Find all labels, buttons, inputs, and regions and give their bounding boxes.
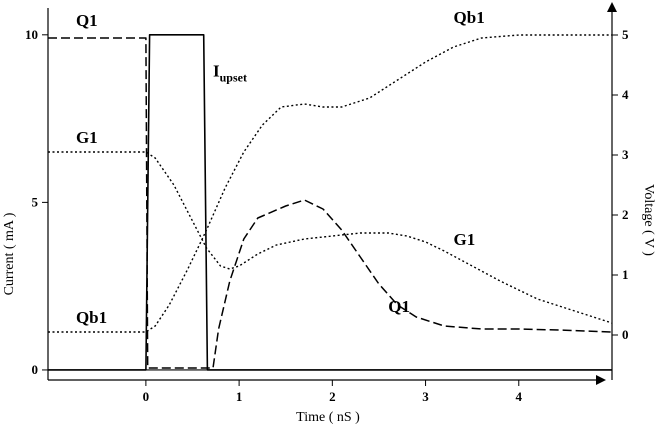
series-line-q1	[48, 37, 613, 369]
right-tick-label: 0	[622, 327, 629, 342]
left-tick-label: 0	[32, 362, 39, 377]
right-tick-label: 3	[622, 147, 629, 162]
right-axis-title: Voltage ( V )	[641, 184, 656, 256]
series-layer	[48, 34, 613, 371]
series-annotation: Qb1	[454, 8, 485, 27]
x-tick-label: 0	[143, 389, 150, 404]
x-axis-arrow	[596, 375, 606, 385]
series-line-qb1	[48, 34, 612, 333]
right-tick-label: 5	[622, 27, 629, 42]
right-axis-arrow	[607, 2, 617, 12]
left-tick-label: 5	[32, 194, 39, 209]
left-tick-label: 10	[25, 27, 38, 42]
ticks-layer: 0 1 2 3 4 0 5 10 0 1 2 3 4 5	[25, 27, 629, 404]
right-tick-label: 1	[622, 267, 629, 282]
labels-layer: Q1 Iupset Qb1 G1 G1 Q1 Qb1	[76, 8, 485, 327]
left-axis-title: Current ( mA )	[2, 212, 17, 295]
series-annotation: Iupset	[213, 62, 247, 85]
right-tick-label: 4	[622, 87, 629, 102]
series-annotation: Q1	[76, 11, 98, 30]
series-line-g1	[48, 151, 613, 324]
series-annotation: G1	[454, 230, 476, 249]
series-line-iupset	[48, 34, 612, 371]
series-annotation: G1	[76, 128, 98, 147]
right-tick-label: 2	[622, 207, 629, 222]
x-axis-title: Time ( nS )	[296, 410, 360, 425]
x-tick-label: 2	[329, 389, 336, 404]
series-annotation: Qb1	[76, 308, 107, 327]
x-tick-label: 3	[422, 389, 429, 404]
x-tick-label: 4	[516, 389, 523, 404]
x-tick-label: 1	[236, 389, 243, 404]
plot-frame	[47, 2, 617, 385]
series-annotation: Q1	[388, 297, 410, 316]
